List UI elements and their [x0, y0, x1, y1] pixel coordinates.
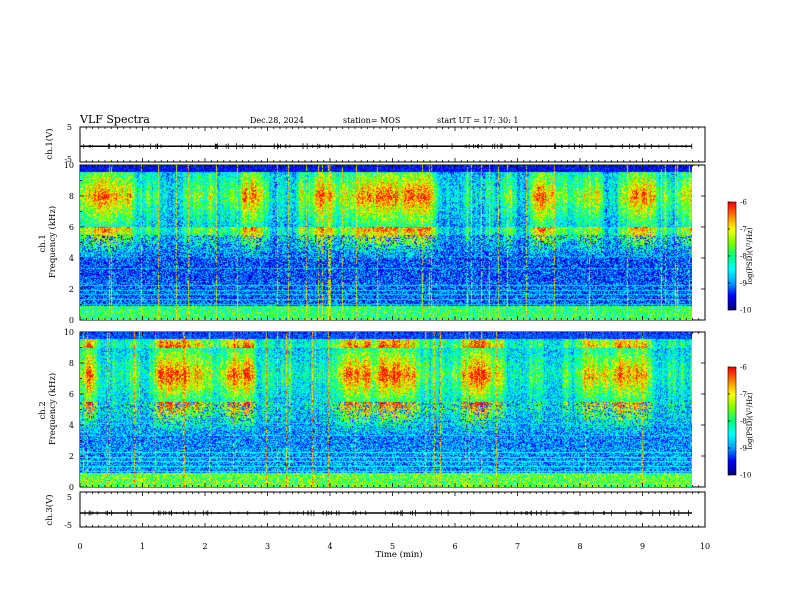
- colorbar-tick-label: -6: [740, 199, 747, 207]
- colorbar-tick-label: -6: [740, 364, 747, 372]
- colorbar-tick-label: -9: [740, 280, 747, 288]
- y-tick-label: 6: [69, 390, 74, 399]
- ch1-colorbar-label: log(PSD)(V²/Hz): [746, 227, 754, 284]
- x-tick-label: 1: [140, 542, 145, 551]
- x-tick-label: 4: [327, 542, 332, 551]
- y-tick-label: 10: [64, 161, 74, 170]
- y-tick-label: 8: [69, 192, 74, 201]
- ch3-waveform-ylabel: ch.3(V): [44, 494, 55, 525]
- station-label: station= MOS: [343, 116, 400, 125]
- colorbar-tick-label: -7: [740, 391, 747, 399]
- ch2-colorbar-gradient: [728, 367, 736, 475]
- x-tick-label: 3: [265, 542, 270, 551]
- x-tick-label: 7: [515, 542, 520, 551]
- ch1-waveform-ylabel: ch.1(V): [44, 128, 55, 159]
- ch1-ylabel-channel: ch.1: [38, 234, 48, 252]
- x-axis-label: Time (min): [375, 549, 422, 560]
- start-time-label: start UT = 17: 30: 1: [437, 116, 518, 125]
- ch2-spectrogram-ylabel: ch.2 Frequency (kHz): [38, 373, 58, 445]
- y-tick-label: 4: [69, 254, 74, 263]
- colorbar-tick-label: -9: [740, 445, 747, 453]
- y-tick-label: 8: [69, 359, 74, 368]
- ch2-colorbar-label: log(PSD)(V²/Hz): [746, 392, 754, 449]
- x-tick-label: 8: [577, 542, 582, 551]
- ch1-colorbar: -6 -7 -8 -9 -10 log(PSD)(V²/Hz): [727, 199, 754, 315]
- colorbar-tick-label: -8: [740, 418, 747, 426]
- ch1-spectrogram-image: [80, 165, 692, 320]
- ch1-waveform-panel: 5 -5 ch.1(V): [44, 123, 706, 164]
- colorbar-tick-label: -7: [740, 226, 747, 234]
- colorbar-tick-label: -10: [740, 472, 751, 480]
- date-label: Dec.28, 2024: [250, 116, 304, 125]
- x-axis: 0 1 2 3 4 5 6 7 8 9 10: [77, 127, 710, 551]
- ch1-spectrogram-panel: 0 2 4 6 8 10 ch.1 Frequency (kHz): [38, 161, 706, 325]
- ch1-ytick-bottom: -5: [64, 155, 72, 164]
- x-tick-label: 9: [640, 542, 645, 551]
- x-tick-label: 5: [390, 542, 395, 551]
- y-tick-label: 0: [69, 316, 74, 325]
- ch2-spectrogram-panel: 0 2 4 6 8 10 ch.2 Frequency (kHz): [38, 328, 706, 492]
- ch3-waveform-panel: 5 -5 ch.3(V): [44, 491, 706, 530]
- x-tick-label: 6: [452, 542, 457, 551]
- colorbar-tick-label: -10: [740, 307, 751, 315]
- y-tick-label: 0: [69, 483, 74, 492]
- ch1-ytick-top: 5: [67, 123, 72, 132]
- y-tick-label: 4: [69, 421, 74, 430]
- x-tick-label: 0: [77, 542, 82, 551]
- ch2-colorbar: -6 -7 -8 -9 -10 log(PSD)(V²/Hz): [727, 364, 754, 480]
- ch3-ytick-top: 5: [67, 493, 72, 502]
- ch1-colorbar-gradient: [728, 202, 736, 310]
- y-tick-label: 6: [69, 223, 74, 232]
- ch2-ylabel-freq: Frequency (kHz): [47, 373, 58, 445]
- colorbar-tick-label: -8: [740, 253, 747, 261]
- figure-title: VLF Spectra: [79, 113, 150, 126]
- y-tick-label: 2: [69, 285, 74, 294]
- ch3-ytick-bottom: -5: [64, 521, 72, 530]
- y-tick-label: 2: [69, 452, 74, 461]
- y-tick-label: 10: [64, 328, 74, 337]
- x-tick-label: 10: [700, 542, 710, 551]
- ch1-ylabel-freq: Frequency (kHz): [47, 206, 58, 278]
- ch2-ylabel-channel: ch.2: [38, 401, 48, 419]
- ch1-spectrogram-ylabel: ch.1 Frequency (kHz): [38, 206, 58, 278]
- ch2-spectrogram-image: [80, 332, 692, 487]
- x-tick-label: 2: [202, 542, 207, 551]
